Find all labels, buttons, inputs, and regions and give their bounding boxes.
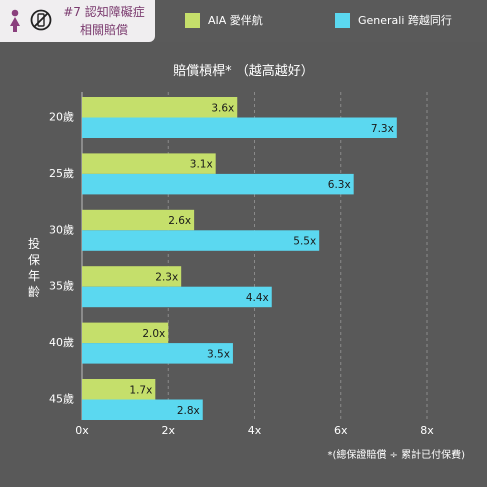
bar-data-label: 7.3x (371, 123, 394, 135)
bar-data-label: 2.0x (142, 328, 165, 340)
bar-aia (82, 209, 195, 231)
y-category-label: 30歲 (49, 222, 74, 236)
bar-data-label: 6.3x (328, 179, 351, 191)
bar-generali (82, 173, 354, 195)
x-tick-label: 2x (161, 424, 175, 437)
bar-aia (82, 153, 216, 174)
bar-data-label: 2.3x (155, 271, 178, 283)
y-category-label: 45歲 (49, 392, 74, 406)
y-category-label: 35歲 (49, 279, 74, 293)
header-bar: #7 認知障礙症 相關賠償 AIA 愛伴航 Generali 跨越同行 (0, 0, 487, 42)
bar-data-label: 3.5x (207, 348, 230, 360)
bar-generali (82, 230, 320, 251)
badge-title-line2: 相關賠償 (79, 23, 128, 37)
bar-generali (82, 343, 233, 364)
bar-generali (82, 286, 272, 308)
badge-title: #7 認知障礙症 相關賠償 (56, 3, 152, 39)
bar-generali (82, 117, 397, 138)
bar-data-label: 4.4x (246, 292, 269, 304)
x-tick-label: 6x (334, 424, 348, 437)
no-phone-icon (30, 9, 52, 31)
x-tick-label: 4x (248, 424, 262, 437)
chart-title: 賠償槓桿* （越高越好） (173, 64, 314, 79)
y-category-label: 40歲 (49, 335, 74, 349)
legend-swatch-generali (335, 13, 350, 28)
topic-badge: #7 認知障礙症 相關賠償 (0, 0, 155, 42)
legend-label-generali: Generali 跨越同行 (358, 14, 452, 27)
x-tick-label: 0x (75, 424, 89, 437)
person-female-icon (10, 9, 20, 32)
bar-aia (82, 97, 238, 118)
badge-title-line1: #7 認知障礙症 (63, 5, 145, 19)
y-axis-label: 投保年齡 (27, 237, 40, 299)
x-tick-label: 8x (420, 424, 434, 437)
bar-aia (82, 379, 156, 400)
bar-data-label: 3.1x (190, 159, 213, 171)
bar-generali (82, 399, 203, 420)
bar-aia (82, 322, 169, 344)
bar-data-label: 1.7x (129, 384, 152, 396)
legend-label-aia: AIA 愛伴航 (208, 14, 263, 27)
y-category-label: 25歲 (49, 166, 74, 180)
bar-aia (82, 266, 182, 287)
y-category-label: 20歲 (49, 110, 74, 124)
bar-data-label: 3.6x (211, 102, 234, 114)
legend-swatch-aia (185, 13, 200, 28)
bar-data-label: 2.8x (177, 405, 200, 417)
bar-data-label: 5.5x (293, 236, 316, 248)
bar-data-label: 2.6x (168, 215, 191, 227)
footnote: *(總保證賠償 ÷ 累計已付保費) (327, 450, 465, 461)
